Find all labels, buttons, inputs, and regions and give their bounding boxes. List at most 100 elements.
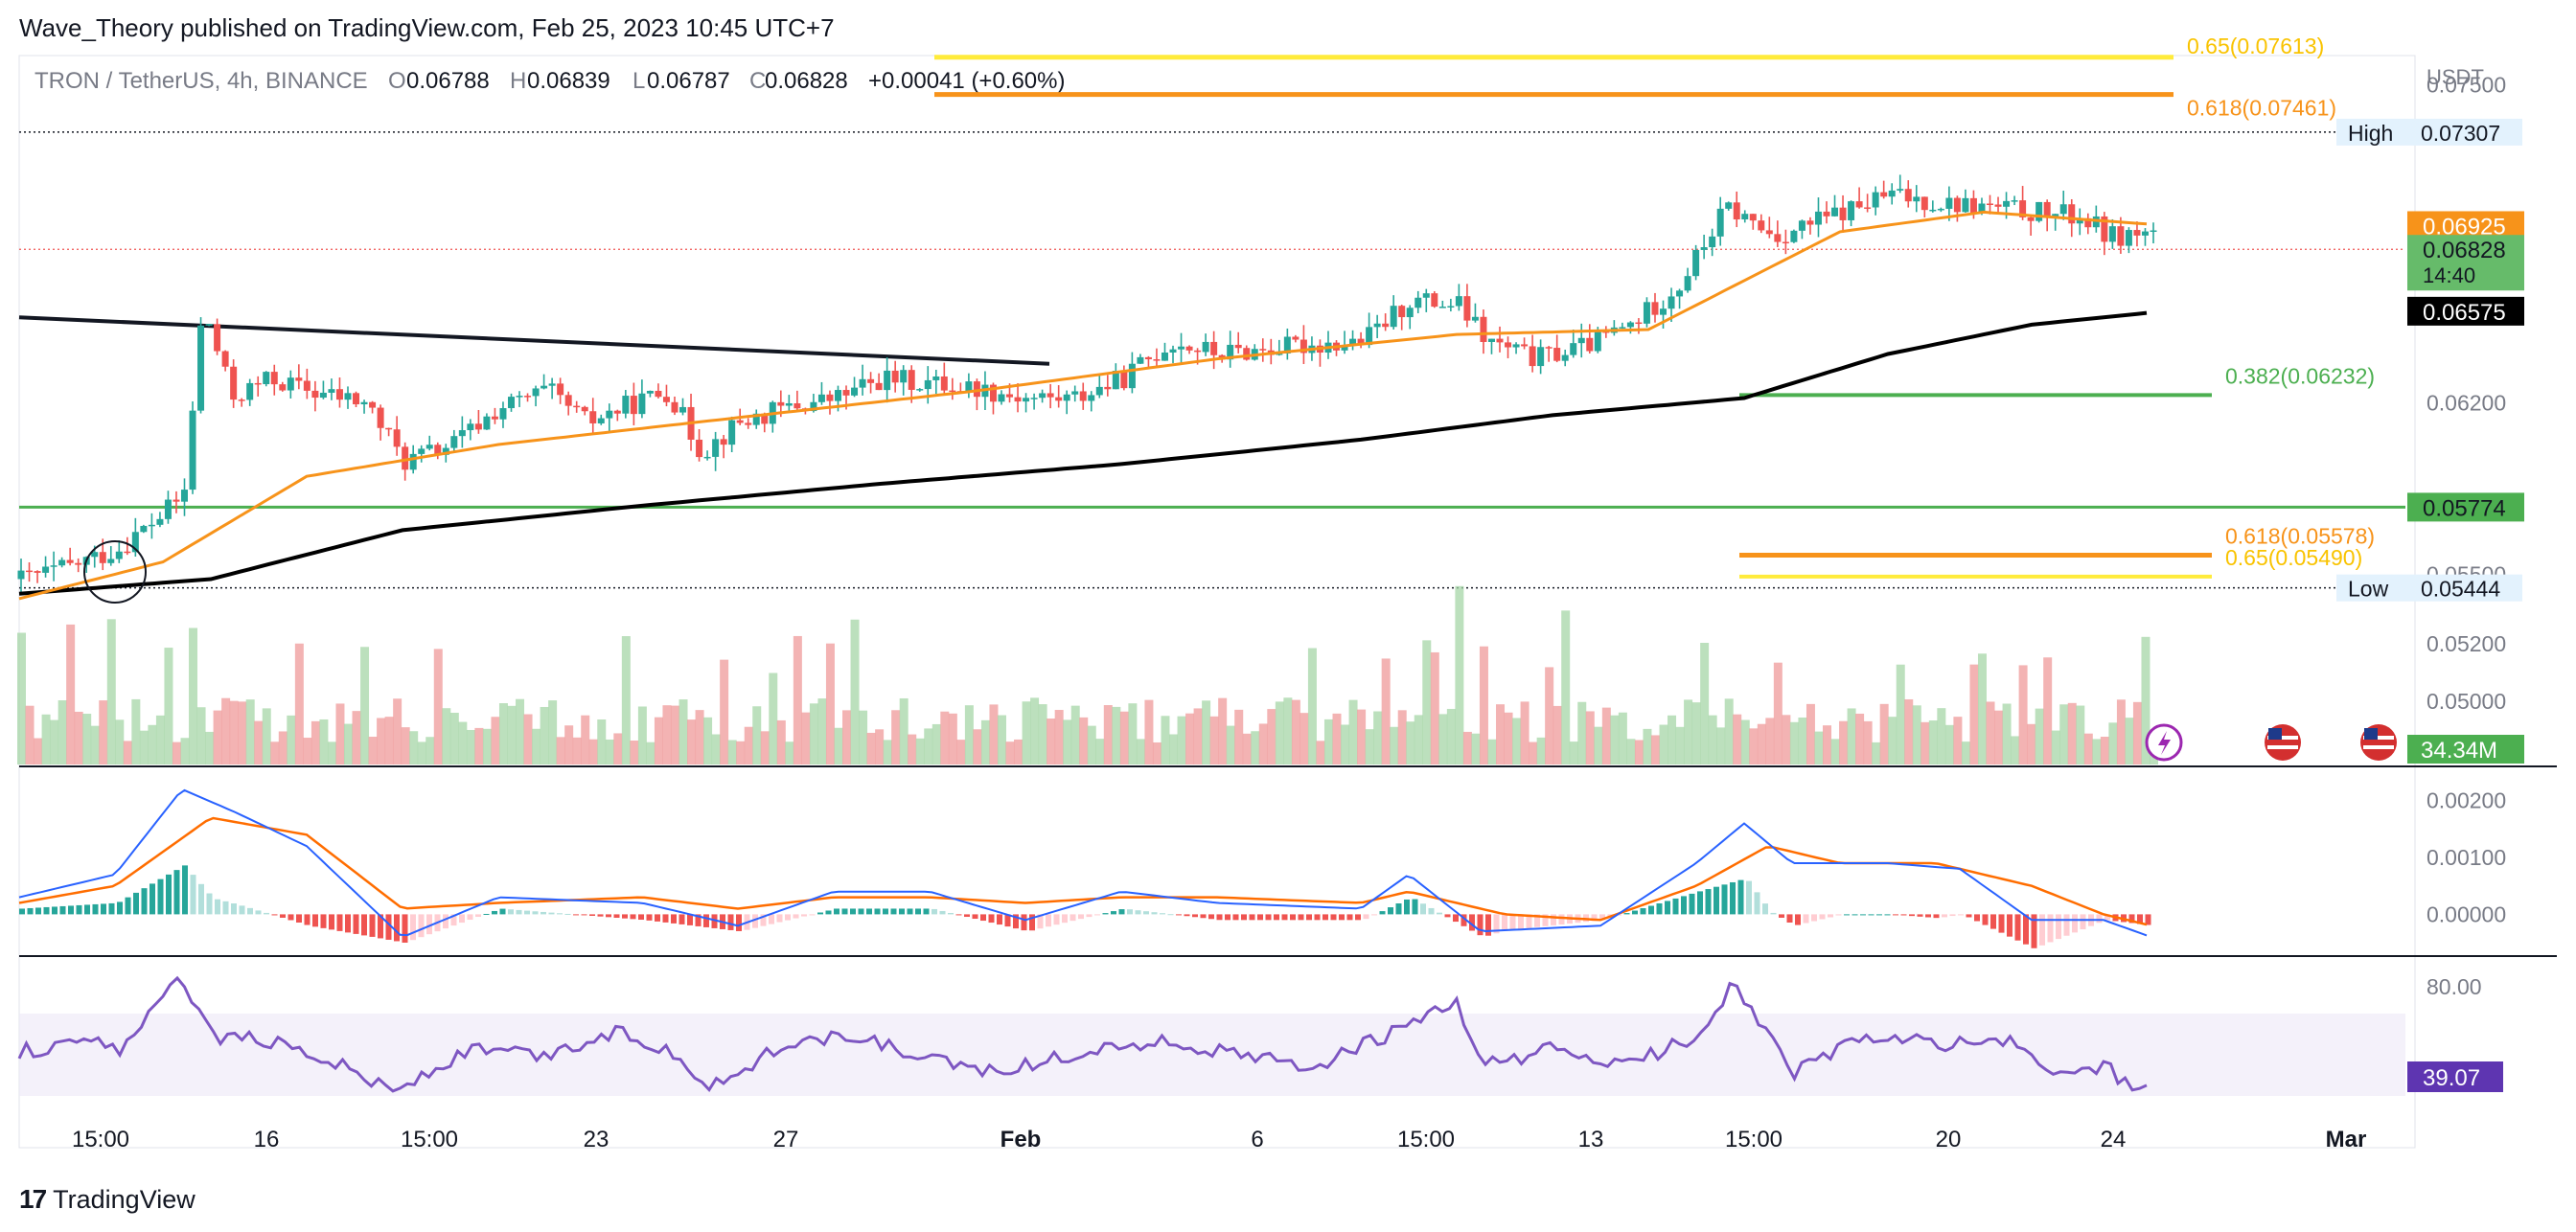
volume-bar	[1896, 664, 1905, 764]
macd-histogram-bar	[2031, 914, 2037, 948]
macd-histogram-bar	[1933, 914, 1940, 919]
us-flag-icon[interactable]	[2265, 724, 2301, 761]
candle-up	[467, 423, 474, 431]
time-tick-label: 23	[584, 1127, 610, 1152]
candle-down	[1782, 241, 1789, 244]
macd-histogram-bar	[1037, 914, 1044, 929]
volume-bar	[2018, 665, 2028, 764]
volume-bar	[1283, 697, 1293, 764]
rsi-tag-bg	[2407, 1061, 2503, 1092]
macd-histogram-bar	[1893, 914, 1898, 916]
candle-down	[1259, 349, 1267, 351]
volume-bar	[335, 703, 345, 764]
candle-up	[1725, 202, 1733, 209]
macd-histogram-bar	[1762, 903, 1768, 915]
macd-histogram-bar	[1298, 914, 1304, 921]
tradingview-logo[interactable]: 17 TradingView	[19, 1184, 196, 1215]
volume-bar	[687, 719, 697, 764]
time-tick-label: 24	[2101, 1127, 2127, 1152]
volume-bar	[1373, 711, 1383, 764]
volume-bar	[401, 727, 410, 764]
volume-bar	[1455, 585, 1464, 764]
macd-histogram-bar	[206, 893, 213, 915]
macd-histogram-bar	[280, 914, 286, 918]
candle-up	[1227, 344, 1234, 360]
macd-histogram-bar	[1249, 914, 1255, 921]
candle-down	[1120, 370, 1128, 389]
candle-up	[1487, 338, 1495, 342]
legend-symbol: TRON / TetherUS, 4h, BINANCE	[34, 68, 368, 94]
macd-histogram-bar	[1004, 914, 1011, 927]
macd-histogram-bar	[1241, 914, 1247, 921]
candle-up	[42, 566, 50, 573]
volume-bar	[1357, 709, 1367, 764]
candle-down	[1586, 337, 1594, 352]
macd-histogram-bar	[1021, 914, 1027, 931]
macd-histogram-bar	[1111, 911, 1116, 915]
candle-up	[622, 396, 630, 414]
volume-bar	[303, 738, 312, 764]
macd-histogram-bar	[1868, 914, 1874, 916]
volume-bar	[1961, 741, 1970, 764]
macd-histogram-bar	[2056, 914, 2061, 940]
candle-up	[1169, 349, 1177, 353]
macd-histogram-bar	[1811, 914, 1817, 922]
candle-up	[1137, 356, 1144, 364]
volume-bar	[752, 706, 762, 764]
macd-histogram-bar	[752, 914, 758, 928]
volume-bar	[1847, 708, 1856, 764]
macd-histogram-bar	[1363, 914, 1369, 920]
us-flag-icon[interactable]	[2360, 724, 2397, 761]
volume-bar	[973, 729, 982, 764]
candle-down	[794, 402, 801, 409]
volume-bar	[90, 725, 100, 764]
candle-up	[1414, 297, 1422, 308]
volume-bar	[352, 711, 361, 764]
macd-histogram-bar	[1665, 901, 1670, 915]
candle-down	[434, 445, 442, 455]
volume-bar	[1716, 727, 1726, 764]
volume-bar	[2076, 705, 2085, 764]
volume-bar	[1561, 610, 1571, 764]
candle-down	[989, 384, 997, 402]
macd-histogram-bar	[1078, 914, 1084, 920]
flash-icon[interactable]	[2145, 723, 2183, 762]
volume-bar	[221, 697, 231, 764]
volume-bar	[1782, 715, 1791, 764]
volume-bar	[278, 731, 288, 764]
volume-bar	[172, 741, 181, 764]
macd-histogram-bar	[883, 908, 888, 915]
candle-up	[287, 377, 294, 391]
macd-histogram-bar	[320, 914, 327, 928]
macd-histogram-bar	[255, 910, 262, 915]
candle-up	[932, 376, 940, 380]
macd-histogram-bar	[850, 908, 856, 915]
candle-up	[115, 551, 123, 559]
volume-bar	[695, 710, 704, 764]
candle-up	[1128, 363, 1136, 389]
volume-bar	[2132, 701, 2142, 764]
rsi-tick-label: 80.00	[2426, 974, 2482, 999]
price-tick-label: 0.06200	[2426, 391, 2506, 416]
candle-up	[189, 410, 196, 491]
volume-bar	[1185, 713, 1195, 764]
candle-up	[752, 413, 760, 425]
volume-bar	[1626, 739, 1636, 764]
macd-histogram-bar	[1192, 914, 1198, 918]
volume-bar	[294, 643, 304, 764]
low-price-bg	[2411, 574, 2522, 602]
macd-histogram-bar	[540, 911, 546, 915]
volume-bar	[58, 700, 67, 764]
volume-bar	[523, 714, 533, 764]
volume-bar	[1209, 716, 1219, 764]
candle-up	[164, 499, 172, 519]
candle-up	[418, 448, 426, 454]
candle-down	[1144, 356, 1152, 360]
macd-histogram-bar	[1200, 914, 1207, 919]
macd-histogram-bar	[1925, 914, 1931, 918]
candle-up	[328, 389, 335, 393]
candle-up	[1276, 353, 1283, 355]
candle-down	[1529, 346, 1536, 367]
volume-bar	[1994, 710, 2004, 764]
